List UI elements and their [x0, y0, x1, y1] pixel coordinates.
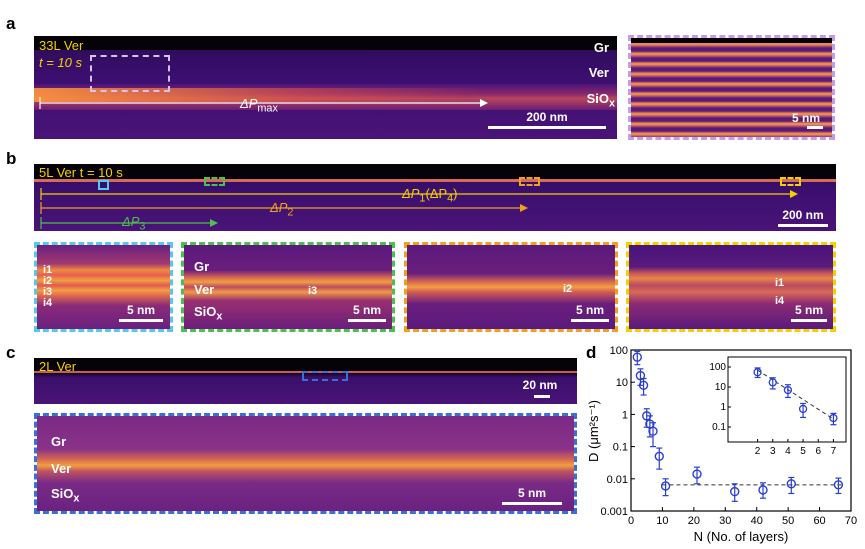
orange-box — [519, 177, 540, 186]
y-tick-label: 100 — [610, 345, 628, 357]
x-tick-label: 20 — [688, 515, 700, 527]
data-point — [833, 480, 844, 490]
blue-box — [302, 371, 348, 381]
inset-scale-label: 5 nm — [791, 111, 820, 125]
panel-b-label: b — [6, 149, 17, 168]
inset-y-tick-label: 0.1 — [712, 422, 726, 433]
inset-data-point — [798, 404, 808, 414]
x-axis-label: N (No. of layers) — [694, 529, 789, 544]
inset-data-point — [829, 413, 838, 423]
inset-x-tick-label: 4 — [785, 446, 791, 457]
inset-x-tick-label: 5 — [800, 446, 806, 457]
data-point — [648, 426, 658, 436]
delta-p2-label: ΔP2 — [270, 200, 294, 219]
gr-label: Gr — [593, 40, 609, 55]
x-tick-label: 50 — [782, 515, 794, 527]
green-box — [204, 177, 225, 186]
inset-data-point — [768, 378, 777, 387]
inset-y-tick-label: 1 — [720, 402, 726, 413]
y-tick-label: 0.001 — [600, 506, 628, 518]
y-tick-label: 1 — [622, 409, 628, 421]
inset-x-tick-label: 3 — [770, 446, 776, 457]
y-tick-label: 10 — [616, 377, 628, 389]
inset-data-point — [783, 385, 793, 395]
x-tick-label: 10 — [656, 515, 668, 527]
scale-bar-200nm-label: 200 nm — [526, 110, 568, 124]
delta-p-arrows — [40, 188, 798, 229]
x-tick-label: 0 — [628, 515, 634, 527]
inset-yellow-frame: i1 i4 5 nm — [626, 242, 836, 332]
scale-bar-200nm — [488, 126, 606, 129]
sample-label: 33L Ver — [39, 38, 84, 53]
sio-label: SiOx — [586, 91, 615, 110]
data-point — [635, 370, 646, 381]
inset-y-tick-label: 10 — [715, 382, 727, 393]
data-point — [638, 380, 649, 391]
inset-y-tick-label: 100 — [709, 362, 726, 373]
panel-a-label: a — [6, 14, 16, 33]
data-point — [786, 479, 796, 489]
data-point — [654, 451, 664, 461]
panel-a-main-image: 33L Ver t = 10 s Gr Ver SiOx ΔPmax 200 n… — [34, 36, 617, 139]
inset-data-point — [753, 368, 762, 377]
delta-pmax-label: ΔPmax — [240, 96, 278, 115]
data-point — [660, 481, 671, 491]
data-point — [730, 486, 740, 497]
y-tick-label: 0.1 — [613, 442, 628, 454]
inset-green-frame: Gr Ver SiOx i3 5 nm — [181, 242, 395, 332]
panel-d-label: d — [586, 343, 597, 362]
panel-c-main-image: 2L Ver 20 nm — [34, 358, 577, 404]
inset-x-tick-label: 6 — [815, 446, 821, 457]
cyan-box — [98, 180, 109, 190]
ver-label: Ver — [588, 65, 609, 80]
inset-x-tick-label: 2 — [755, 446, 761, 457]
data-point — [758, 485, 768, 495]
x-tick-label: 40 — [751, 515, 763, 527]
inset-cyan-frame: i1 i2 i3 i4 5 nm — [34, 242, 173, 332]
y-tick-label: 0.01 — [607, 474, 628, 486]
time-label: t = 10 s — [39, 55, 82, 70]
delta-pmax-arrow — [39, 97, 488, 109]
x-tick-label: 60 — [813, 515, 825, 527]
plot-frame — [630, 349, 852, 512]
inset-orange-frame: i2 5 nm — [404, 242, 618, 332]
zoom-region-box — [90, 55, 170, 92]
inset-x-tick-label: 7 — [831, 446, 837, 457]
data-point — [632, 352, 642, 362]
panel-c-inset-frame: Gr Ver SiOx 5 nm — [34, 413, 577, 514]
x-tick-label: 70 — [845, 515, 857, 527]
y-axis-label: D (μm²s⁻¹) — [586, 400, 601, 462]
data-point — [692, 469, 702, 479]
delta-p3-label: ΔP3 — [122, 214, 146, 231]
panel-c-label: c — [6, 343, 16, 362]
sample-label-5L: 5L Ver t = 10 s — [39, 165, 123, 180]
panel-b-main-image: 5L Ver t = 10 s ΔP1(ΔP4) ΔP2 ΔP3 200 nm — [34, 164, 836, 231]
delta-p1-label: ΔP1(ΔP4) — [402, 186, 458, 205]
panel-a-inset-frame: 5 nm — [628, 35, 835, 140]
inset-frame — [727, 356, 847, 443]
yellow-box — [780, 177, 801, 186]
x-tick-label: 30 — [719, 515, 731, 527]
panel-b-scale-label: 200 nm — [782, 208, 824, 222]
